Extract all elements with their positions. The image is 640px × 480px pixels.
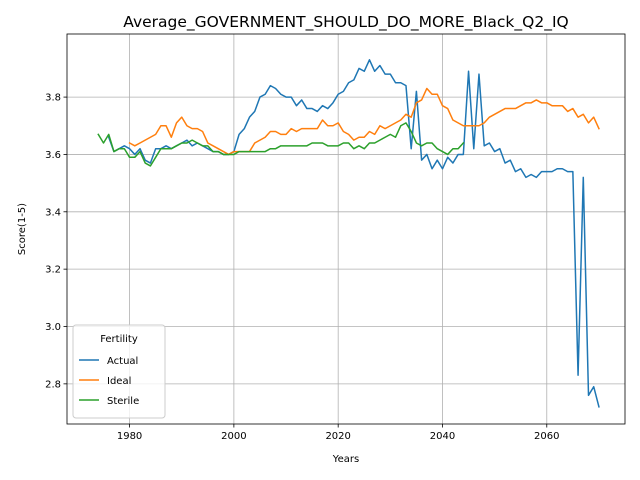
plot-frame — [66, 33, 626, 425]
x-tick-label: 2000 — [221, 431, 246, 442]
x-tick-label: 1980 — [117, 431, 142, 442]
legend-box — [72, 324, 166, 419]
grid — [67, 34, 625, 424]
series-lines — [97, 59, 600, 408]
x-tick-label: 2060 — [534, 431, 559, 442]
x-tick-label: 2040 — [430, 431, 455, 442]
y-tick-label: 3.2 — [45, 265, 61, 276]
x-axis-label: Years — [332, 454, 359, 465]
y-tick-label: 2.8 — [45, 379, 61, 390]
chart-title: Average_GOVERNMENT_SHOULD_DO_MORE_Black_… — [123, 13, 568, 32]
series-line-sterile — [97, 122, 465, 167]
y-axis-label: Score(1-5) — [17, 203, 28, 255]
x-tick-label: 2020 — [325, 431, 350, 442]
legend-label-ideal: Ideal — [107, 376, 131, 387]
legend: Fertility Actual Ideal Sterile — [72, 324, 166, 419]
y-tick-label: 3.8 — [45, 93, 61, 104]
legend-label-actual: Actual — [107, 356, 138, 367]
y-tick-label: 3.4 — [45, 207, 61, 218]
series-line-ideal — [128, 87, 600, 156]
series-line-actual — [107, 59, 600, 408]
legend-title: Fertility — [100, 334, 138, 345]
legend-label-sterile: Sterile — [107, 396, 139, 407]
y-tick-label: 3.0 — [45, 322, 61, 333]
axis-ticks: 1980 2000 2020 2040 2060 2.8 3.0 3.2 3.4 3.6 3.8 — [45, 93, 559, 442]
y-tick-label: 3.6 — [45, 150, 61, 161]
